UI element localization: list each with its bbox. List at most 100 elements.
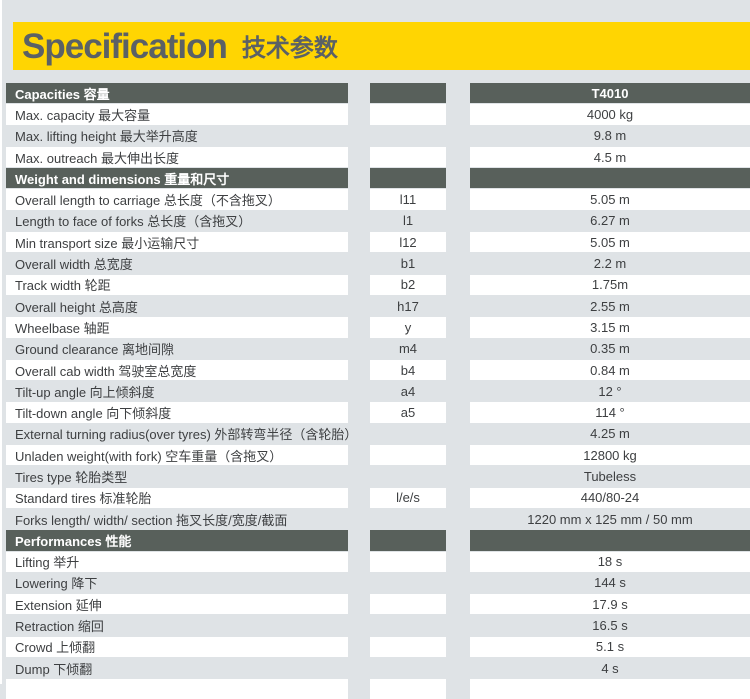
spec-label-cell: Max. lifting height 最大举升高度 <box>6 125 348 146</box>
spec-value-cell: 2.55 m <box>470 295 750 317</box>
spec-value-cell: 5.05 m <box>470 232 750 253</box>
table-row: Dump 下倾翻 4 s <box>6 658 750 679</box>
spec-symbol-cell <box>370 125 446 146</box>
spec-symbol-cell <box>370 615 446 636</box>
spec-label-cell: Min transport size 最小运输尺寸 <box>6 232 348 253</box>
spec-symbol-cell: a4 <box>370 381 446 402</box>
spec-symbol-cell <box>370 508 446 530</box>
spec-value-cell: 4.5 m <box>470 146 750 168</box>
spec-value-cell: 1220 mm x 125 mm / 50 mm <box>470 508 750 530</box>
table-row: Tilt-up angle 向上倾斜度 a4 12 ° <box>6 381 750 402</box>
spec-label-cell: Unladen weight(with fork) 空车重量（含拖叉） <box>6 445 348 466</box>
spec-label-cell: Tires type 轮胎类型 <box>6 466 348 487</box>
spec-value-cell: 144 s <box>470 572 750 594</box>
spec-label-cell: Wheelbase 轴距 <box>6 317 348 338</box>
spec-label-cell: Performances 性能 <box>6 530 348 551</box>
spec-label-cell: Crowd 上倾翻 <box>6 636 348 658</box>
spec-value-cell: 0.84 m <box>470 359 750 381</box>
spec-label-cell: Capacities 容量 <box>6 83 348 104</box>
spec-label-cell: Tilt-down angle 向下倾斜度 <box>6 402 348 423</box>
page-title-cn: 技术参数 <box>241 34 338 62</box>
page-title: Specification <box>22 26 228 66</box>
spec-value-cell: 17.9 s <box>470 594 750 615</box>
spec-symbol-cell <box>370 572 446 594</box>
spec-label-cell: Weight and dimensions 重量和尺寸 <box>6 168 348 189</box>
section-header-row: Performances 性能 <box>6 530 750 551</box>
spec-symbol-cell: b2 <box>370 274 446 295</box>
spec-value-cell: 0.35 m <box>470 338 750 359</box>
spec-symbol-cell <box>370 551 446 572</box>
section-header-row: Weight and dimensions 重量和尺寸 <box>6 168 750 189</box>
table-row: Overall width 总宽度 b1 2.2 m <box>6 253 750 274</box>
spec-label-cell: Lifting 举升 <box>6 551 348 572</box>
spec-symbol-cell <box>370 423 446 445</box>
spec-value-cell: 114 ° <box>470 402 750 423</box>
table-row: Standard tires 标准轮胎 l/e/s 440/80-24 <box>6 487 750 508</box>
table-row: Min transport size 最小运输尺寸 l12 5.05 m <box>6 232 750 253</box>
spec-value-cell <box>470 530 750 551</box>
spec-value-cell: 2.2 m <box>470 253 750 274</box>
spec-label-cell: Overall length to carriage 总长度（不含拖叉） <box>6 189 348 210</box>
spec-value-cell: 5.05 m <box>470 189 750 210</box>
table-row: Forks length/ width/ section 拖叉长度/宽度/截面 1… <box>6 508 750 530</box>
table-row: Lifting 举升 18 s <box>6 551 750 572</box>
top-margin-strip <box>0 0 750 22</box>
table-row: Wheelbase 轴距 y 3.15 m <box>6 317 750 338</box>
table-row: Ground clearance 离地间隙 m4 0.35 m <box>6 338 750 359</box>
empty-cell <box>470 679 750 699</box>
spec-symbol-cell: l11 <box>370 189 446 210</box>
spec-value-cell: Tubeless <box>470 466 750 487</box>
spec-value-cell: 1.75m <box>470 274 750 295</box>
spec-value-cell: T4010 <box>470 83 750 104</box>
spec-symbol-cell: h17 <box>370 295 446 317</box>
spec-symbol-cell <box>370 658 446 679</box>
spec-table: Capacities 容量 T4010 Max. capacity 最大容量 4000… <box>6 83 750 699</box>
spec-value-cell: 9.8 m <box>470 125 750 146</box>
table-row: External turning radius(over tyres) 外部转弯… <box>6 423 750 445</box>
spec-label-cell: Overall width 总宽度 <box>6 253 348 274</box>
spec-symbol-cell: l12 <box>370 232 446 253</box>
spec-symbol-cell: l/e/s <box>370 487 446 508</box>
spec-value-cell: 440/80-24 <box>470 487 750 508</box>
spec-symbol-cell <box>370 530 446 551</box>
spec-symbol-cell: y <box>370 317 446 338</box>
spec-symbol-cell: b1 <box>370 253 446 274</box>
spec-value-cell: 4.25 m <box>470 423 750 445</box>
spec-symbol-cell <box>370 636 446 658</box>
spec-label-cell: Overall height 总高度 <box>6 295 348 317</box>
table-row-cutoff <box>6 679 750 699</box>
spec-symbol-cell: l1 <box>370 210 446 232</box>
spec-value-cell: 6.27 m <box>470 210 750 232</box>
table-row: Unladen weight(with fork) 空车重量（含拖叉） 12800… <box>6 445 750 466</box>
title-banner: Specification 技术参数 <box>13 22 750 70</box>
spec-label-cell: External turning radius(over tyres) 外部转弯… <box>6 423 357 445</box>
spec-label-cell: Max. capacity 最大容量 <box>6 104 348 125</box>
spec-symbol-cell <box>370 466 446 487</box>
spec-label-cell: Length to face of forks 总长度（含拖叉） <box>6 210 348 232</box>
spec-symbol-cell: b4 <box>370 359 446 381</box>
section-header-row: Capacities 容量 T4010 <box>6 83 750 104</box>
table-row: Max. outreach 最大伸出长度 4.5 m <box>6 146 750 168</box>
spec-value-cell: 12800 kg <box>470 445 750 466</box>
table-row: Max. capacity 最大容量 4000 kg <box>6 104 750 125</box>
spec-label-cell: Lowering 降下 <box>6 572 348 594</box>
table-row: Overall length to carriage 总长度（不含拖叉） l11 5… <box>6 189 750 210</box>
spec-label-cell: Dump 下倾翻 <box>6 658 348 679</box>
spec-symbol-cell <box>370 445 446 466</box>
spec-value-cell: 5.1 s <box>470 636 750 658</box>
spec-symbol-cell <box>370 168 446 189</box>
spec-symbol-cell <box>370 146 446 168</box>
table-row: Retraction 缩回 16.5 s <box>6 615 750 636</box>
spec-value-cell: 3.15 m <box>470 317 750 338</box>
spec-label-cell: Track width 轮距 <box>6 274 348 295</box>
spec-symbol-cell <box>370 83 446 104</box>
spec-label-cell: Forks length/ width/ section 拖叉长度/宽度/截面 <box>6 508 348 530</box>
table-row: Max. lifting height 最大举升高度 9.8 m <box>6 125 750 146</box>
spec-label-cell: Ground clearance 离地间隙 <box>6 338 348 359</box>
spec-symbol-cell <box>370 104 446 125</box>
table-row: Track width 轮距 b2 1.75m <box>6 274 750 295</box>
spec-value-cell <box>470 168 750 189</box>
table-row: Tires type 轮胎类型 Tubeless <box>6 466 750 487</box>
spec-value-cell: 16.5 s <box>470 615 750 636</box>
